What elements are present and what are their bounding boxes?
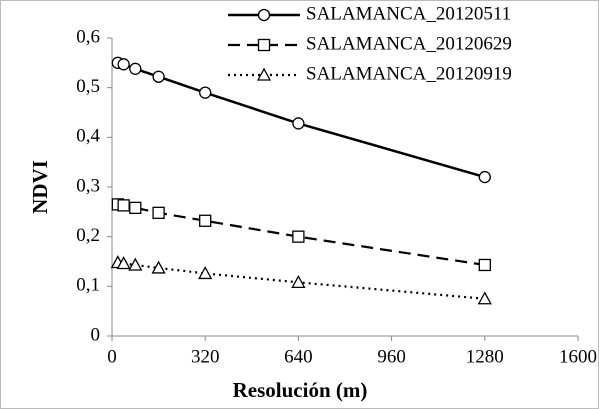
data-point [116, 256, 131, 270]
data-point [117, 58, 130, 71]
data-point [291, 275, 306, 289]
data-point [128, 257, 143, 271]
data-point [292, 230, 305, 243]
legend-marker [257, 8, 271, 22]
x-tick-label: 640 [284, 346, 313, 367]
x-tick-label: 1280 [466, 346, 504, 367]
x-tick-label: 0 [107, 346, 117, 367]
data-point [199, 214, 212, 227]
y-tick-label: 0,4 [76, 126, 100, 147]
legend-marker [257, 38, 271, 52]
y-axis-label: NDVI [28, 160, 52, 214]
data-point [198, 266, 213, 280]
data-point [477, 291, 492, 305]
data-point [152, 70, 165, 83]
data-point [478, 170, 491, 184]
data-point [151, 260, 166, 274]
legend-label: SALAMANCA_20120629 [306, 33, 512, 54]
data-point [152, 206, 165, 219]
data-point [292, 117, 305, 130]
x-tick-label: 320 [191, 346, 220, 367]
data-point [129, 62, 142, 75]
y-tick-label: 0,6 [76, 26, 100, 47]
x-tick-label: 960 [377, 346, 406, 367]
y-tick-label: 0,5 [76, 76, 100, 97]
x-axis-label: Resolución (m) [233, 378, 368, 402]
data-point [129, 201, 142, 215]
data-point [199, 86, 212, 99]
data-point [478, 258, 491, 272]
legend-label: SALAMANCA_20120919 [306, 63, 512, 84]
x-tick-label: 1600 [559, 346, 597, 367]
y-tick-label: 0,1 [76, 275, 100, 296]
y-tick-label: 0 [91, 324, 101, 345]
data-point [117, 199, 130, 212]
y-tick-label: 0,3 [76, 175, 100, 196]
legend-marker [256, 67, 272, 81]
y-tick-label: 0,2 [76, 225, 100, 246]
legend-label: SALAMANCA_20120511 [306, 3, 511, 24]
